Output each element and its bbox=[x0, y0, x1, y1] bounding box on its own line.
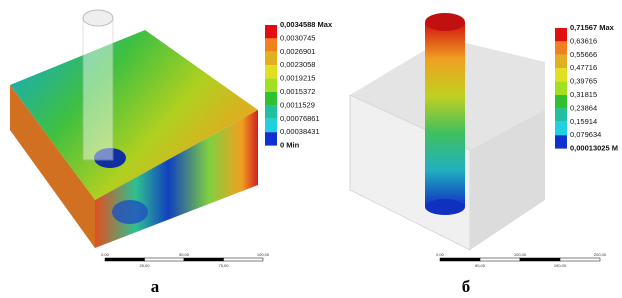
scale-bar bbox=[145, 258, 185, 261]
scale-label: 0,00 bbox=[101, 252, 110, 257]
legend-swatch bbox=[555, 122, 567, 135]
legend-label: 0,31815 bbox=[570, 90, 597, 99]
panel-a-model bbox=[10, 10, 258, 248]
legend-swatch bbox=[265, 52, 277, 65]
scale-bar bbox=[520, 258, 560, 261]
legend-label: 0,00076861 bbox=[280, 114, 320, 123]
legend-label: 0,63616 bbox=[570, 36, 597, 45]
scale-label: 100,00 bbox=[257, 252, 270, 257]
scale-label: 100,00 bbox=[514, 252, 527, 257]
scale-bar bbox=[440, 258, 480, 261]
legend-swatch bbox=[555, 82, 567, 95]
legend-label: 0,079634 bbox=[570, 130, 601, 139]
scale-bar bbox=[560, 258, 600, 261]
legend-swatch bbox=[555, 135, 567, 148]
legend-label: 0,0030745 bbox=[280, 33, 315, 42]
legend-label: 0,0034588 Max bbox=[280, 20, 333, 29]
caption: б bbox=[462, 277, 471, 296]
legend-label: 0,00038431 bbox=[280, 127, 320, 136]
scale-bar bbox=[480, 258, 520, 261]
figure: 0,0034588 Max 0,0030745 0,0026901 0,0023058… bbox=[0, 0, 622, 298]
legend-label: 0,0023058 bbox=[280, 60, 315, 69]
legend-swatch bbox=[555, 95, 567, 108]
legend-swatch bbox=[265, 25, 277, 38]
legend-label: 0,39765 bbox=[570, 77, 597, 86]
legend-swatch bbox=[555, 108, 567, 121]
legend-swatch bbox=[265, 92, 277, 105]
scale-bar bbox=[105, 258, 145, 261]
scale-label: 0,00 bbox=[436, 252, 445, 257]
legend-swatch bbox=[555, 68, 567, 81]
scale-label: 150,00 bbox=[554, 263, 567, 268]
legend-label: 0,15914 bbox=[570, 117, 597, 126]
scale-label: 75,00 bbox=[218, 263, 229, 268]
legend-label: 0,0026901 bbox=[280, 47, 315, 56]
scale-label: 50,00 bbox=[475, 263, 486, 268]
panel-b-model bbox=[350, 13, 545, 250]
legend-swatch bbox=[265, 65, 277, 78]
legend-swatch bbox=[265, 119, 277, 132]
legend-swatch bbox=[555, 41, 567, 54]
legend-label: 0,0019215 bbox=[280, 74, 315, 83]
legend-swatch bbox=[265, 105, 277, 118]
legend-swatch bbox=[265, 132, 277, 145]
scale-label: 200,00 bbox=[594, 252, 607, 257]
legend-swatch bbox=[555, 28, 567, 41]
legend-label: 0,00013025 M bbox=[570, 144, 618, 153]
legend-label: 0,47716 bbox=[570, 63, 597, 72]
scale-label: 50,00 bbox=[179, 252, 190, 257]
scale-bar bbox=[224, 258, 264, 261]
legend-label: 0,23864 bbox=[570, 103, 597, 112]
legend-label: 0,0011529 bbox=[280, 100, 315, 109]
legend-label: 0,71567 Max bbox=[570, 23, 615, 32]
legend-label: 0,0015372 bbox=[280, 87, 315, 96]
scale-label: 25,00 bbox=[139, 263, 150, 268]
legend-swatch bbox=[265, 38, 277, 51]
legend-swatch bbox=[265, 79, 277, 92]
legend-label: 0,55666 bbox=[570, 50, 597, 59]
legend-label: 0 Min bbox=[280, 141, 300, 150]
caption: а bbox=[151, 277, 160, 296]
scale-bar bbox=[184, 258, 224, 261]
legend-swatch bbox=[555, 55, 567, 68]
